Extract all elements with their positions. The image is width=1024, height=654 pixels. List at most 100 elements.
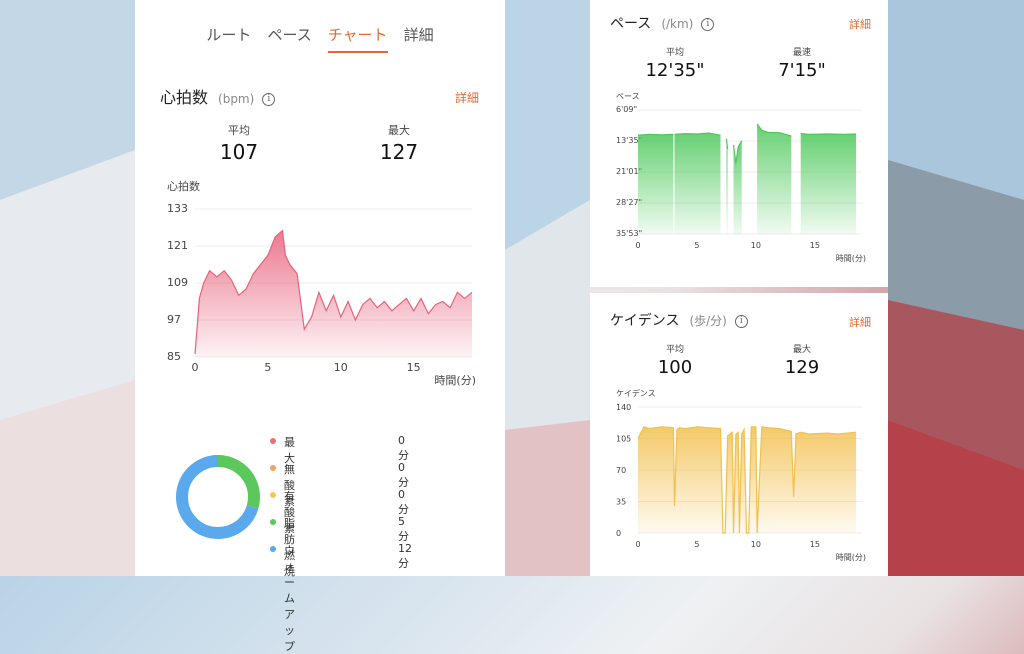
series-area — [638, 134, 674, 234]
pace-header: ペース (/km) i — [610, 13, 715, 33]
tab-pace[interactable]: ペース — [267, 26, 312, 44]
y-axis-label: 心拍数 — [167, 179, 200, 193]
cadence-chart: 0 35 70 105 140 ケイデンス 0 5 10 15 時間(分) — [616, 388, 866, 562]
x-tick-label: 5 — [264, 361, 271, 374]
y-tick-label: 85 — [167, 350, 181, 363]
series-area — [674, 133, 721, 234]
zone-dot — [270, 546, 276, 552]
series-area — [195, 230, 472, 357]
zone-label: 最大 — [284, 436, 295, 465]
info-icon[interactable]: i — [262, 93, 276, 106]
x-axis-label: 時間(分) — [836, 553, 866, 562]
heart-rate-detail-link[interactable]: 詳細 — [455, 91, 480, 105]
heart-rate-avg-label: 平均 — [228, 124, 250, 137]
x-axis-label: 時間(分) — [836, 254, 866, 263]
cadence-header: ケイデンス (歩/分) i — [610, 310, 748, 330]
series-line — [725, 138, 729, 150]
series-line — [732, 140, 743, 164]
pace-max: 最速 7'15" — [762, 45, 842, 81]
pace-avg: 平均 12'35" — [635, 45, 715, 81]
info-icon[interactable]: i — [701, 18, 715, 31]
series-line — [800, 133, 857, 136]
heart-rate-chart: 85 97 109 121 133 心拍数 0 5 10 15 時間(分) — [167, 179, 476, 387]
y-tick-label: 133 — [167, 202, 188, 215]
pace-title: ペース — [610, 16, 652, 32]
zone-value: 12分 — [398, 542, 412, 570]
x-tick-label: 0 — [635, 540, 640, 549]
pace-chart: 6'09" 13'35" 21'01" 28'27" 35'53" ペース 0 5 10 15 時間… — [616, 92, 866, 263]
x-tick-label: 10 — [751, 540, 761, 549]
heart-rate-avg: 平均 107 — [199, 122, 279, 164]
y-tick-label: 140 — [616, 403, 631, 412]
series-line — [674, 132, 721, 136]
heart-rate-unit: (bpm) — [218, 92, 255, 106]
zone-dot — [270, 492, 276, 498]
x-axis-label: 時間(分) — [434, 374, 476, 387]
heart-rate-panel: ルート ペース チャート 詳細 心拍数 (bpm) i 詳細 平均 107 最大 1… — [135, 0, 505, 653]
series-area — [733, 140, 742, 234]
series-line — [756, 123, 792, 137]
pace-avg-label: 平均 — [665, 48, 684, 58]
cadence-panel: ケイデンス (歩/分) i 詳細 平均 100 最大 129 0 35 70 105 140… — [590, 293, 888, 576]
zone-label: 無酸素 — [284, 463, 295, 508]
cadence-avg-label: 平均 — [665, 345, 684, 355]
zone-value: 0分 — [398, 434, 409, 462]
tab-details[interactable]: 詳細 — [403, 26, 434, 44]
zone-dot — [270, 519, 276, 525]
series-area — [638, 426, 857, 533]
y-tick-label: 70 — [616, 466, 626, 475]
pace-avg-value: 12'35" — [645, 60, 705, 81]
x-tick-label: 0 — [192, 361, 199, 374]
donut-segment — [176, 455, 260, 539]
cadence-max: 最大 129 — [762, 342, 842, 378]
series-area — [726, 138, 728, 234]
tab-route[interactable]: ルート — [206, 26, 252, 44]
cadence-title: ケイデンス — [610, 313, 680, 329]
heart-rate-max-value: 127 — [379, 140, 419, 164]
y-tick-label: 105 — [616, 435, 631, 444]
tab-chart[interactable]: チャート — [327, 24, 388, 53]
heart-rate-max-label: 最大 — [388, 124, 410, 137]
cadence-max-label: 最大 — [792, 345, 811, 355]
series-line — [194, 229, 473, 354]
y-tick-label: 28'27" — [616, 198, 642, 207]
x-tick-label: 15 — [810, 540, 820, 549]
cadence-max-value: 129 — [784, 357, 820, 378]
pace-detail-link[interactable]: 詳細 — [849, 18, 871, 31]
info-icon[interactable]: i — [734, 315, 748, 328]
x-tick-label: 15 — [810, 241, 820, 250]
zone-label: 有酸素 — [284, 490, 295, 535]
zone-value: 0分 — [398, 488, 409, 516]
cadence-detail-link[interactable]: 詳細 — [849, 316, 871, 329]
series-area — [757, 124, 792, 234]
zone-value: 0分 — [398, 461, 409, 489]
y-tick-label: 6'09" — [616, 105, 637, 114]
y-tick-label: 35 — [616, 498, 626, 507]
tab-bar: ルート ペース チャート 詳細 — [135, 24, 505, 53]
cadence-avg: 平均 100 — [635, 342, 715, 378]
heart-rate-zone-donut — [176, 455, 260, 539]
y-tick-label: 0 — [616, 529, 621, 538]
y-axis-label: ケイデンス — [616, 388, 656, 398]
cadence-avg-value: 100 — [657, 357, 693, 378]
x-tick-label: 0 — [635, 241, 640, 250]
x-tick-label: 15 — [407, 361, 421, 374]
y-tick-label: 121 — [167, 239, 188, 252]
heart-rate-max: 最大 127 — [359, 122, 439, 164]
y-axis-label: ペース — [616, 92, 640, 101]
zone-dot — [270, 465, 276, 471]
heart-rate-avg-value: 107 — [219, 140, 259, 164]
pace-max-value: 7'15" — [778, 60, 826, 81]
heart-rate-title: 心拍数 — [160, 88, 209, 107]
series-area — [800, 133, 857, 234]
cadence-unit: (歩/分) — [689, 314, 727, 328]
zone-label: 脂肪燃焼 — [284, 517, 295, 578]
series-line — [637, 426, 857, 534]
y-tick-label: 13'35" — [616, 136, 642, 145]
x-tick-label: 10 — [751, 241, 761, 250]
pace-max-label: 最速 — [792, 48, 811, 58]
heart-rate-header: 心拍数 (bpm) i — [160, 84, 276, 108]
background-polygons — [0, 0, 1024, 576]
x-tick-label: 10 — [334, 361, 348, 374]
x-tick-label: 5 — [694, 241, 699, 250]
